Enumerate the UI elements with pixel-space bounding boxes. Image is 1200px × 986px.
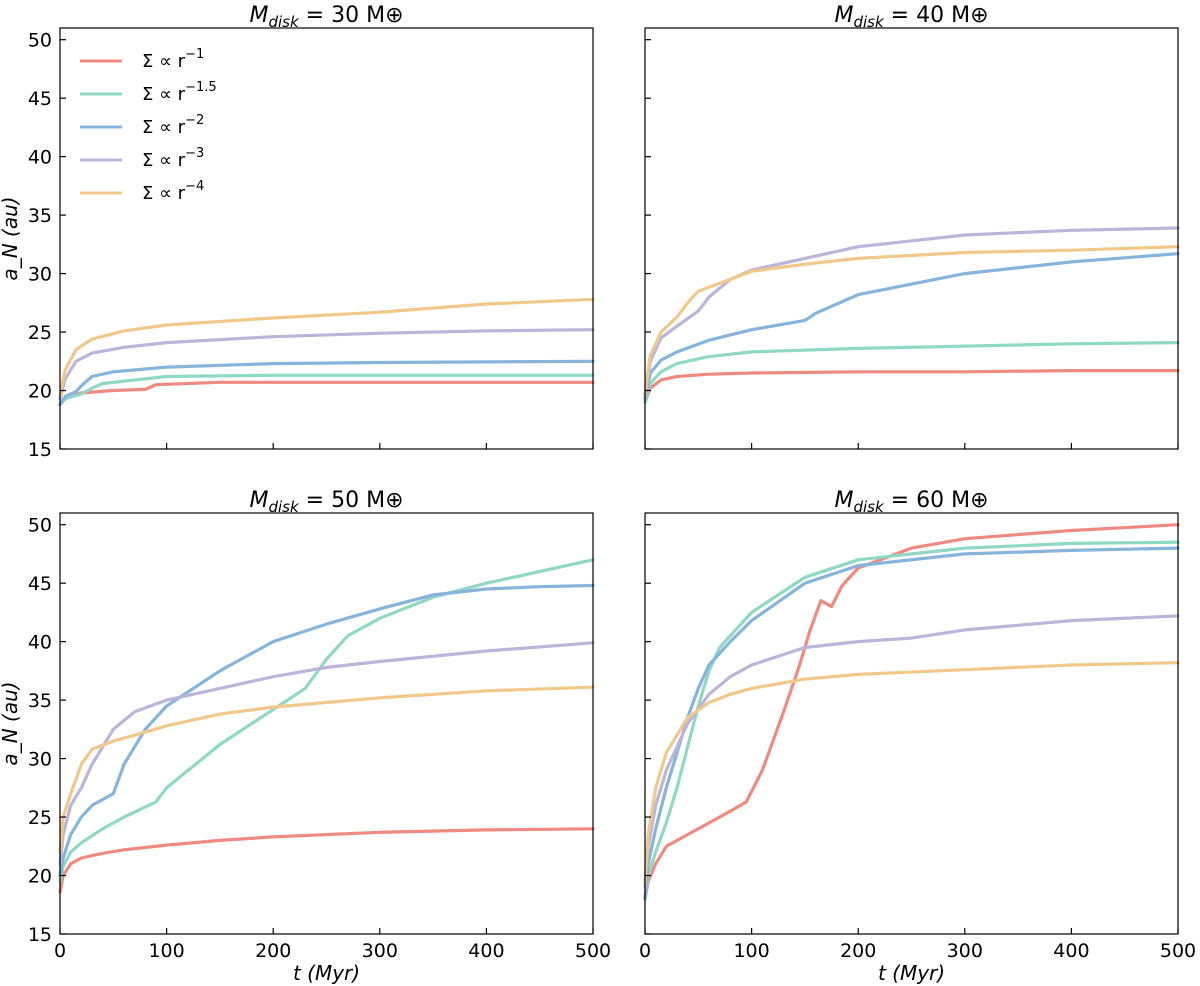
series-line-2 [643, 341, 1180, 404]
series-line-2 [58, 373, 595, 407]
x-tick-label: 200 [255, 940, 291, 962]
chart-panel-3: Mdisk = 50 M⊕ 0 100 200 300 400 500 15 20 25 30 35 4… [0, 488, 611, 985]
panel-title: Mdisk = 30 M⊕ [249, 3, 403, 31]
panel-title: Mdisk = 50 M⊕ [249, 488, 403, 516]
y-tick-label: 45 [28, 88, 52, 110]
title-symbol: ⊕ [385, 3, 403, 28]
legend-base: Σ ∝ r [142, 51, 186, 72]
y-tick-label: 30 [28, 264, 52, 286]
legend-exponent: −4 [185, 179, 204, 194]
y-tick-label: 25 [28, 322, 52, 344]
title-var: M [249, 3, 268, 28]
legend-label-2: Σ ∝ r−1.5 [142, 80, 217, 105]
x-tick-label: 500 [1160, 940, 1196, 962]
title-subscript: disk [853, 13, 885, 31]
legend-exponent: −1.5 [185, 80, 217, 95]
series-line-1 [58, 380, 595, 407]
chart-panel-2: Mdisk = 40 M⊕ [643, 3, 1180, 450]
x-tick-label: 500 [575, 940, 611, 962]
panel-title: Mdisk = 60 M⊕ [834, 488, 988, 516]
y-tick-label: 35 [28, 690, 52, 712]
x-tick-label: 400 [468, 940, 504, 962]
series-line-3 [643, 546, 1180, 901]
series-line-4 [58, 641, 595, 866]
chart-panel-1: Mdisk = 30 M⊕ 15 20 25 30 35 40 45 50 a_N (au) [0, 3, 595, 461]
series-line-2 [643, 540, 1180, 901]
title-var: M [834, 488, 853, 513]
y-tick-label: 45 [28, 573, 52, 595]
y-tick-label: 40 [28, 632, 52, 654]
y-tick-label: 20 [28, 866, 52, 888]
legend-base: Σ ∝ r [142, 183, 186, 204]
legend-exponent: −2 [185, 113, 204, 128]
x-tick-label: 400 [1053, 940, 1089, 962]
panel-title: Mdisk = 40 M⊕ [834, 3, 988, 31]
legend-base: Σ ∝ r [142, 84, 186, 105]
y-axis-label: a_N (au) [0, 681, 22, 765]
plot-frame [59, 512, 594, 935]
series-line-5 [643, 245, 1180, 395]
legend-label-3: Σ ∝ r−2 [142, 113, 204, 138]
y-tick-label: 25 [28, 807, 52, 829]
plot-frame [644, 27, 1179, 450]
legend-exponent: −1 [185, 47, 204, 62]
series-line-4 [58, 328, 595, 401]
title-symbol: ⊕ [970, 3, 988, 28]
series-line-1 [643, 523, 1180, 901]
series-line-5 [58, 685, 595, 854]
x-tick-label: 100 [148, 940, 184, 962]
series-line-3 [58, 359, 595, 407]
y-tick-label: 15 [28, 439, 52, 461]
x-axis-label: t (Myr) [878, 961, 945, 985]
title-symbol: ⊕ [970, 488, 988, 513]
legend-exponent: −3 [185, 146, 204, 161]
x-tick-label: 200 [840, 940, 876, 962]
y-tick-label: 15 [28, 924, 52, 946]
legend-base: Σ ∝ r [142, 117, 186, 138]
series-line-5 [58, 297, 595, 398]
x-axis-label: t (Myr) [293, 961, 360, 985]
y-tick-label: 35 [28, 205, 52, 227]
series-line-1 [58, 827, 595, 894]
series-line-4 [643, 614, 1180, 889]
title-subscript: disk [853, 498, 885, 516]
y-tick-label: 50 [28, 515, 52, 537]
y-tick-label: 30 [28, 749, 52, 771]
title-value: = 40 M [884, 3, 970, 28]
title-var: M [834, 3, 853, 28]
legend-label-5: Σ ∝ r−4 [142, 179, 204, 204]
series-line-1 [643, 369, 1180, 404]
y-axis-label: a_N (au) [0, 196, 22, 280]
series-line-5 [643, 661, 1180, 884]
y-tick-label: 40 [28, 147, 52, 169]
plot-frame [59, 27, 594, 450]
series-line-3 [58, 583, 595, 878]
y-tick-label: 50 [28, 30, 52, 52]
title-value: = 50 M [299, 488, 385, 513]
legend-label-1: Σ ∝ r−1 [142, 47, 204, 72]
plot-frame [644, 512, 1179, 935]
title-subscript: disk [268, 13, 300, 31]
title-subscript: disk [268, 498, 300, 516]
legend-label-4: Σ ∝ r−3 [142, 146, 204, 171]
title-var: M [249, 488, 268, 513]
legend: Σ ∝ r−1Σ ∝ r−1.5Σ ∝ r−2Σ ∝ r−3Σ ∝ r−4 [80, 47, 217, 204]
series-line-3 [643, 252, 1180, 401]
legend-base: Σ ∝ r [142, 150, 186, 171]
title-value: = 60 M [884, 488, 970, 513]
x-tick-label: 300 [362, 940, 398, 962]
title-symbol: ⊕ [385, 488, 403, 513]
y-tick-label: 20 [28, 381, 52, 403]
title-value: = 30 M [299, 3, 385, 28]
x-tick-label: 0 [639, 940, 651, 962]
x-tick-label: 300 [947, 940, 983, 962]
x-tick-label: 0 [54, 940, 66, 962]
x-tick-label: 100 [733, 940, 769, 962]
chart-panel-4: Mdisk = 60 M⊕ 0 100 200 300 400 500 t (Myr) [639, 488, 1196, 985]
